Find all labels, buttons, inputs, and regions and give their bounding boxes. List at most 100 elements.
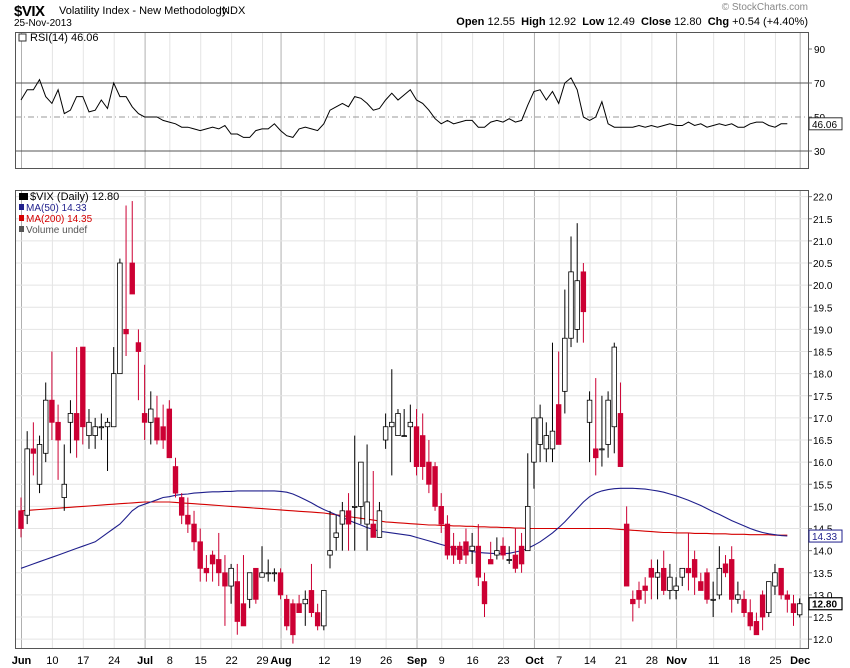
candle	[203, 555, 210, 582]
candle	[729, 546, 735, 613]
candle	[395, 409, 401, 436]
candle	[364, 444, 370, 551]
candle-body	[148, 408, 154, 423]
candle-body	[73, 413, 80, 441]
candle-body	[382, 426, 389, 441]
candle	[475, 524, 482, 587]
candle	[154, 395, 160, 445]
candle	[654, 559, 661, 600]
high-label: High	[521, 16, 546, 28]
candle-body	[98, 426, 105, 429]
candle	[172, 457, 179, 498]
x-tick-label: Oct	[525, 655, 544, 667]
candle-body	[611, 346, 617, 428]
candle-body	[574, 280, 580, 330]
x-tick-label: 10	[46, 655, 58, 667]
candle	[135, 329, 142, 401]
candle-body	[92, 426, 98, 436]
price-legend-item: MA(50) 14.33	[26, 203, 87, 214]
candle	[246, 572, 253, 609]
x-tick-label: 11	[708, 655, 719, 667]
candle	[333, 515, 339, 551]
candle	[691, 550, 698, 595]
candle	[698, 572, 704, 591]
candle-body	[302, 598, 308, 605]
candle-body	[673, 585, 679, 591]
candle	[86, 409, 92, 449]
rsi-tick-label: 30	[814, 147, 826, 158]
x-tick-label: Aug	[270, 655, 291, 667]
price-grid	[15, 190, 808, 648]
candle-body	[407, 421, 414, 428]
candle-body	[104, 421, 111, 428]
candle-body	[389, 421, 395, 428]
price-tick-label: 21.5	[813, 215, 833, 226]
candle-body	[710, 598, 716, 601]
x-tick-label: 16	[467, 655, 479, 667]
x-tick-label: 19	[349, 655, 361, 667]
price-legend-swatch	[19, 226, 24, 232]
candle-body	[333, 532, 339, 538]
candle	[648, 559, 655, 600]
candle	[778, 567, 784, 600]
x-tick-label: 7	[556, 655, 562, 667]
candle	[617, 382, 624, 467]
candle-body	[216, 559, 222, 574]
rsi-tick-label: 70	[814, 79, 826, 90]
candle-body	[321, 590, 327, 627]
candle	[531, 417, 537, 489]
candle	[185, 497, 191, 533]
candle	[623, 506, 630, 587]
candle	[376, 501, 383, 538]
candle-body	[444, 523, 451, 556]
candle-body	[228, 567, 234, 587]
candle	[419, 413, 426, 480]
watermark: © StockCharts.com	[721, 2, 808, 13]
candle	[166, 400, 173, 459]
candle	[302, 590, 308, 626]
candle-body	[185, 514, 191, 525]
candle	[469, 532, 475, 564]
candle	[345, 493, 352, 551]
candle-body	[277, 572, 284, 596]
candle-body	[339, 510, 346, 525]
candle	[117, 258, 123, 375]
price-tick-label: 16.0	[813, 458, 833, 469]
candle-body	[141, 413, 148, 423]
candle-body	[395, 413, 401, 436]
candle-body	[586, 399, 593, 423]
candle	[605, 391, 611, 458]
candle-body	[308, 590, 315, 613]
x-tick-label: 9	[439, 655, 445, 667]
candle-body	[741, 598, 747, 613]
candle	[481, 572, 488, 618]
rsi-tick-label: 90	[814, 45, 826, 56]
candle	[407, 404, 414, 463]
close-value: 12.80	[674, 16, 702, 28]
candle	[796, 598, 803, 618]
candle-body	[111, 373, 117, 428]
candle-body	[481, 581, 488, 605]
candle-body	[636, 590, 642, 600]
candle-body	[537, 417, 543, 445]
candle	[518, 532, 525, 573]
candle-body	[129, 262, 135, 295]
frame-layer	[15, 32, 812, 649]
price-tick-label: 18.0	[813, 370, 833, 381]
candle-body	[555, 404, 562, 445]
candle-body	[197, 541, 203, 569]
price-tick-label: 17.0	[813, 414, 833, 425]
candle	[716, 546, 723, 600]
candle	[741, 590, 747, 618]
candle-layer	[18, 201, 803, 644]
candle-body	[562, 337, 568, 392]
price-tick-label: 20.5	[813, 259, 833, 270]
candle-body	[240, 603, 247, 627]
candle-body	[617, 413, 624, 467]
candle	[308, 563, 315, 618]
price-legend-item: $VIX (Daily) 12.80	[30, 191, 119, 203]
candle	[197, 528, 203, 582]
candle	[24, 431, 30, 525]
candle-body	[525, 505, 531, 552]
